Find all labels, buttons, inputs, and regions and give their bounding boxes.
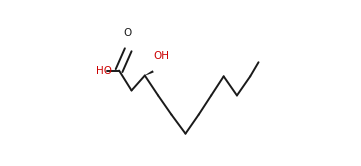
Text: OH: OH — [153, 51, 169, 61]
Text: O: O — [124, 28, 132, 38]
Text: HO: HO — [96, 66, 112, 76]
